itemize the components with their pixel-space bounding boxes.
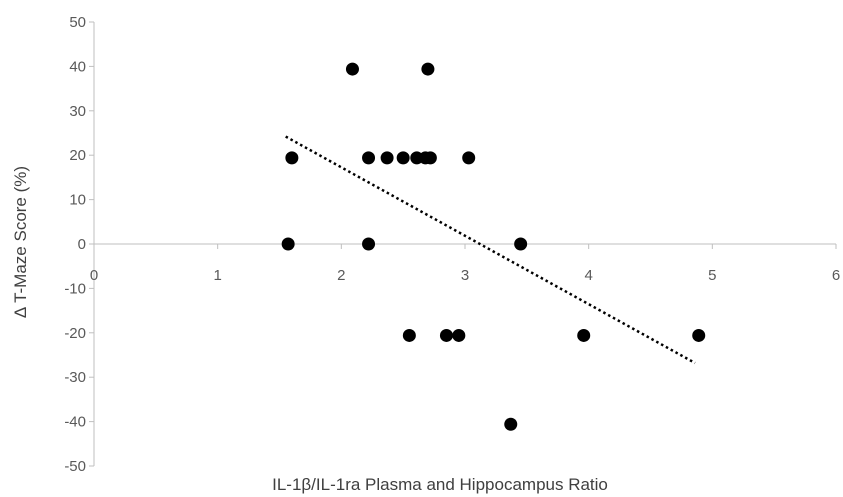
y-tick-label: -50 — [64, 458, 86, 475]
data-point — [380, 151, 394, 165]
data-point — [504, 417, 518, 431]
data-point — [692, 328, 706, 342]
data-point — [452, 328, 466, 342]
y-tick-label: -20 — [64, 325, 86, 342]
y-tick-label: -10 — [64, 280, 86, 297]
data-point — [462, 151, 476, 165]
y-tick-label: 10 — [69, 192, 86, 209]
x-tick-label: 6 — [832, 267, 840, 284]
x-tick-label: 4 — [584, 267, 592, 284]
x-tick-label: 5 — [708, 267, 716, 284]
trendline-layer — [285, 135, 696, 365]
y-tick-label: 20 — [69, 147, 86, 164]
y-tick-label: -40 — [64, 414, 86, 431]
x-tick-label: 3 — [461, 267, 469, 284]
data-point — [577, 328, 591, 342]
y-tick-label: 30 — [69, 103, 86, 120]
trendline — [285, 135, 696, 365]
data-point — [285, 151, 299, 165]
y-tick-label: 40 — [69, 58, 86, 75]
data-point — [362, 151, 376, 165]
data-point — [402, 328, 416, 342]
x-tick-label: 2 — [337, 267, 345, 284]
data-point — [281, 237, 295, 251]
y-axis-title: Δ T-Maze Score (%) — [11, 166, 30, 318]
x-axis — [93, 243, 837, 249]
x-axis-title: IL-1β/IL-1ra Plasma and Hippocampus Rati… — [272, 475, 608, 494]
data-point — [345, 62, 359, 76]
data-point — [439, 328, 453, 342]
data-point — [421, 62, 435, 76]
data-point — [423, 151, 437, 165]
x-axis-tick-labels: 0 1 2 3 4 5 6 — [90, 267, 840, 284]
x-tick-label: 0 — [90, 267, 98, 284]
y-tick-label: 0 — [78, 236, 86, 253]
data-points — [281, 62, 706, 431]
y-tick-label: -30 — [64, 369, 86, 386]
x-tick-label: 1 — [213, 267, 221, 284]
data-point — [514, 237, 528, 251]
data-point — [362, 237, 376, 251]
data-point — [396, 151, 410, 165]
y-tick-label: 50 — [69, 14, 86, 31]
